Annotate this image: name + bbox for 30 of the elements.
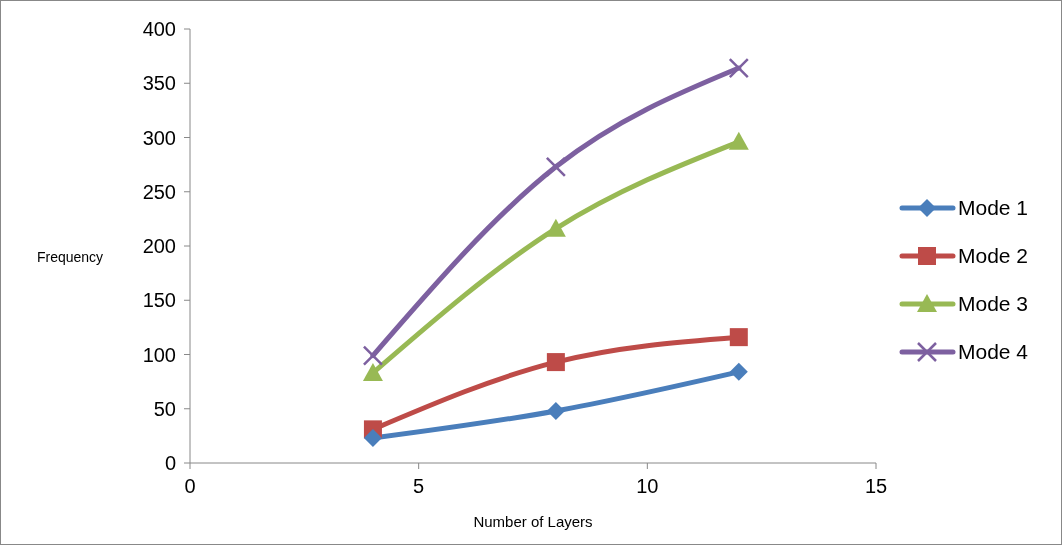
x-tick-label: 5 [413,475,425,497]
point [728,131,749,150]
x-tick-label: 0 [184,475,196,497]
point [363,429,382,448]
y-tick-label: 0 [164,452,176,474]
y-tick-label: 250 [142,180,176,203]
point [545,156,567,178]
point [729,328,748,347]
point [362,345,384,366]
x-tick-label: 10 [636,475,659,497]
point [545,218,566,237]
legend-label: Mode 3 [958,292,1029,316]
legend-label: Mode 4 [958,340,1029,364]
y-tick-label: 200 [142,235,176,257]
x-axis-title: Number of Layers [473,513,593,530]
y-tick-label: 300 [142,126,176,149]
y-tick-label: 400 [142,18,176,40]
y-tick-label: 100 [142,343,176,366]
y-tick-label: 350 [142,72,176,95]
y-axis-title: Frequency [36,248,104,265]
point [729,362,748,381]
point [728,57,750,79]
legend-label: Mode 1 [958,196,1029,220]
y-tick-label: 50 [153,397,176,420]
y-tick-label: 150 [142,289,176,312]
point [546,401,565,420]
point [362,362,383,381]
legend-label: Mode 2 [958,244,1029,268]
x-tick-label: 15 [864,475,888,497]
point [546,353,565,372]
